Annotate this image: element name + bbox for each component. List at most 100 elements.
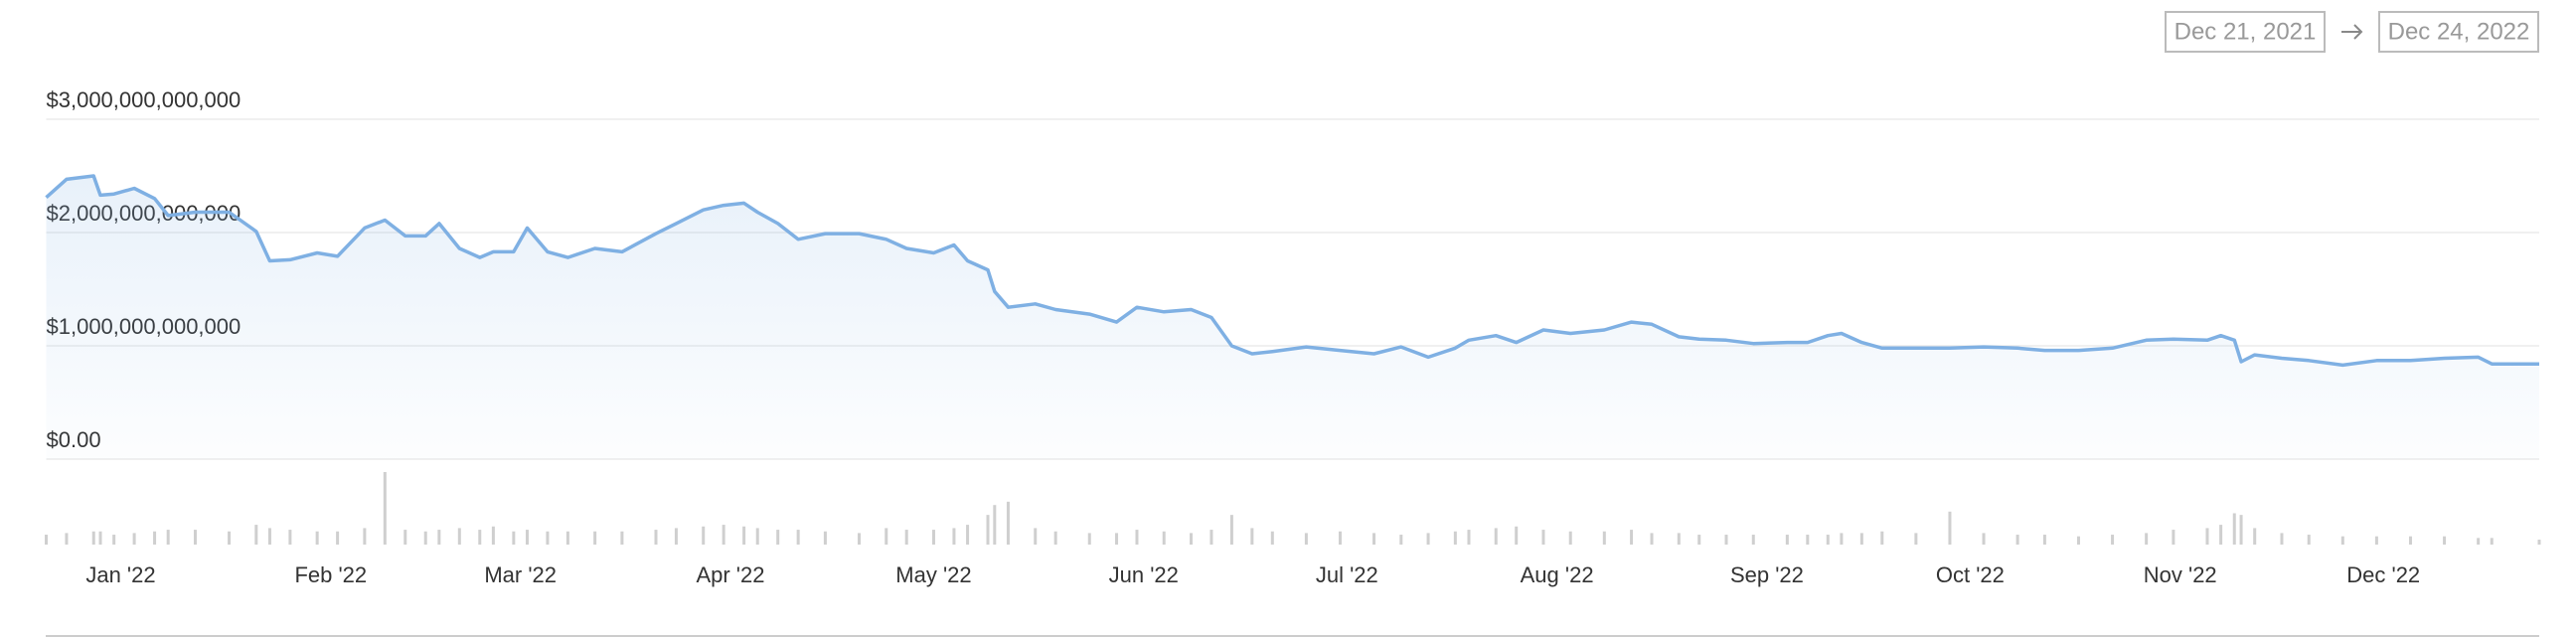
volume-bar bbox=[1982, 533, 1986, 545]
volume-bar bbox=[267, 528, 271, 545]
volume-bar bbox=[132, 533, 136, 545]
volume-bar bbox=[2477, 538, 2481, 545]
volume-bar bbox=[1338, 531, 1342, 545]
volume-bar bbox=[153, 531, 157, 545]
volume-bar bbox=[98, 531, 102, 545]
volume-bar bbox=[1304, 533, 1308, 545]
volume-bar bbox=[2374, 536, 2378, 545]
volume-bar bbox=[383, 472, 387, 545]
volume-bar bbox=[1840, 533, 1844, 545]
volume-bar bbox=[112, 535, 116, 545]
volume-bar bbox=[2172, 530, 2175, 545]
volume-bar bbox=[457, 528, 461, 545]
x-tick-label: Feb '22 bbox=[294, 562, 367, 587]
volume-bar bbox=[336, 531, 340, 545]
volume-bar bbox=[1826, 535, 1830, 545]
x-tick-label: Jun '22 bbox=[1109, 562, 1179, 587]
volume-bar bbox=[1630, 530, 1634, 545]
volume-bar bbox=[1399, 535, 1403, 545]
volume-bar bbox=[2443, 536, 2447, 545]
volume-bar bbox=[2145, 533, 2149, 545]
volume-bar bbox=[2111, 535, 2115, 545]
y-tick-label: $3,000,000,000,000 bbox=[47, 87, 242, 112]
volume-bar bbox=[193, 530, 197, 545]
volume-bar bbox=[742, 526, 746, 545]
end-date-input[interactable] bbox=[2378, 11, 2539, 53]
volume-bar bbox=[1270, 531, 1274, 545]
volume-bar bbox=[2239, 515, 2243, 545]
volume-bar bbox=[45, 535, 48, 545]
line bbox=[45, 174, 2539, 368]
volume-bar bbox=[2253, 528, 2257, 545]
volume-bar bbox=[1426, 533, 1430, 545]
area bbox=[46, 176, 2539, 459]
volume-bar bbox=[885, 528, 888, 545]
volume-bar bbox=[512, 531, 516, 545]
x-tick-label: Dec '22 bbox=[2346, 562, 2420, 587]
volume-bar bbox=[65, 533, 69, 545]
volume-bar bbox=[363, 528, 367, 545]
volume-bar bbox=[1724, 535, 1728, 545]
volume-bar bbox=[315, 531, 319, 545]
volume-bar bbox=[1785, 535, 1789, 545]
volume-bar bbox=[702, 526, 706, 545]
volume-bar bbox=[2340, 536, 2344, 545]
volume-bar bbox=[1859, 533, 1863, 545]
volume-bar bbox=[755, 528, 759, 545]
volume-bar bbox=[966, 525, 970, 545]
volume-bar bbox=[1568, 531, 1572, 545]
volume-bar bbox=[1515, 526, 1519, 545]
volume-bar bbox=[166, 530, 170, 545]
volume-bar bbox=[1229, 515, 1233, 545]
volume-bar bbox=[857, 533, 861, 545]
volume-bar bbox=[1190, 533, 1194, 545]
volume-bar bbox=[931, 530, 935, 545]
volume-bar bbox=[1494, 528, 1498, 545]
volume-bar bbox=[722, 525, 725, 545]
volume-bar bbox=[546, 531, 550, 545]
volume-bar bbox=[1948, 511, 1952, 545]
x-tick-label: May '22 bbox=[895, 562, 971, 587]
volume-bar bbox=[565, 531, 569, 545]
volume-bar bbox=[1453, 531, 1457, 545]
volume-bar bbox=[1806, 535, 1810, 545]
volume-bar bbox=[2280, 533, 2284, 545]
volume-bar bbox=[1034, 528, 1038, 545]
volume-bar bbox=[1162, 531, 1166, 545]
volume-bar bbox=[1880, 531, 1884, 545]
volume-bar bbox=[2232, 513, 2236, 545]
volume-bar bbox=[2537, 540, 2541, 545]
x-tick-label: Apr '22 bbox=[696, 562, 764, 587]
volume-bar bbox=[1541, 530, 1545, 545]
volume-bar bbox=[1115, 533, 1119, 545]
start-date-input[interactable] bbox=[2165, 11, 2326, 53]
volume-bar bbox=[2307, 535, 2311, 545]
volume-bar bbox=[1697, 535, 1701, 545]
volume-bar bbox=[620, 531, 624, 545]
volume-bar bbox=[1372, 533, 1376, 545]
volume-bar bbox=[654, 530, 658, 545]
volume-bar bbox=[1751, 535, 1755, 545]
volume-bar bbox=[254, 525, 258, 545]
volume-bar bbox=[993, 505, 997, 545]
volume-bar bbox=[1087, 533, 1091, 545]
x-tick-label: Jan '22 bbox=[85, 562, 155, 587]
volume-bar bbox=[423, 531, 427, 545]
volume-bar bbox=[2490, 538, 2494, 545]
volume-bar bbox=[1467, 530, 1471, 545]
volume-bar bbox=[1650, 533, 1654, 545]
volume-bar bbox=[1602, 531, 1606, 545]
volume-bar bbox=[986, 515, 990, 545]
volume-bar bbox=[593, 531, 597, 545]
volume-bar bbox=[2219, 525, 2223, 545]
x-tick-label: Oct '22 bbox=[1936, 562, 2005, 587]
volume-bar bbox=[525, 530, 529, 545]
volume-bar bbox=[1914, 533, 1918, 545]
volume-bar bbox=[1677, 533, 1681, 545]
volume-bar bbox=[2076, 536, 2080, 545]
volume-bar bbox=[904, 530, 908, 545]
range-arrow bbox=[2341, 24, 2363, 40]
volume-bar bbox=[796, 530, 800, 545]
volume-bar bbox=[228, 531, 232, 545]
